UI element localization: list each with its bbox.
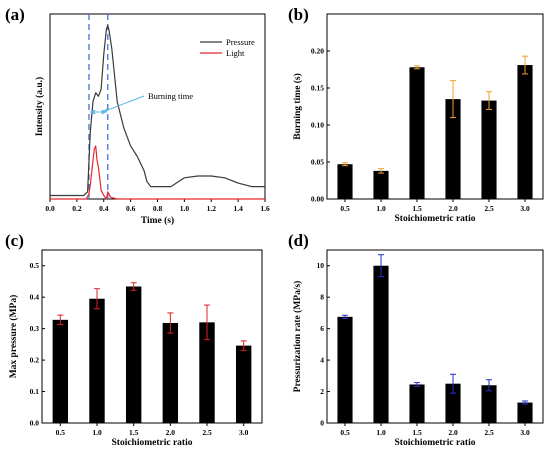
y-tick-label: 4: [320, 356, 324, 365]
bar: [52, 319, 69, 423]
y-tick-label: 8: [320, 293, 324, 302]
y-tick-label: 0.15: [311, 84, 324, 93]
x-axis-label: Time (s): [141, 215, 174, 226]
x-tick-label: 3.0: [239, 428, 249, 437]
x-tick-label: 1.2: [207, 204, 217, 213]
bar: [125, 286, 142, 423]
y-tick-label: 0.00: [311, 195, 324, 204]
bar: [162, 322, 179, 423]
x-tick-label: 0.4: [99, 204, 109, 213]
y-tick-label: 0: [320, 419, 324, 428]
bar: [445, 99, 461, 199]
bar: [481, 100, 497, 199]
x-tick-label: 2.5: [484, 428, 494, 437]
bar: [373, 170, 389, 199]
panel-a-line-chart: 0.0 0.2 0.4 0.6 0.8 1.0 1.2 1.4 1.6 Time (s) Inten…: [34, 13, 270, 226]
bar: [337, 164, 353, 199]
x-tick-label: 1.0: [376, 428, 386, 437]
panel-label-d: (d): [288, 231, 309, 250]
bar: [517, 402, 533, 423]
y-tick-label: 10: [317, 261, 325, 270]
bar: [235, 345, 252, 423]
x-tick-label: 1.5: [412, 204, 422, 213]
x-tick-label: 1.5: [412, 428, 422, 437]
x-tick-label: 0.5: [340, 204, 350, 213]
x-tick-label: 2.0: [166, 428, 176, 437]
panel-b-bar-chart: 0.00 0.05 0.10 0.15 0.20 0.5 1.0 1.5 2.0 2.5 3.0 St…: [292, 13, 544, 224]
x-axis-label: Stoichiometric ratio: [395, 438, 476, 448]
panel-c-bar-chart: 0.0 0.1 0.2 0.3 0.4 0.5 0.5 1.0 1.5 2.0 2.5 3.0 Stoi…: [8, 249, 263, 448]
bar: [409, 384, 425, 423]
x-tick-label: 0.5: [340, 428, 350, 437]
y-tick-label: 0.2: [30, 356, 40, 365]
bar: [373, 265, 389, 423]
x-tick-label: 0.5: [56, 428, 66, 437]
arrow-head-left: [89, 109, 95, 115]
x-tick-label: 0.2: [72, 204, 82, 213]
x-tick-label: 0.0: [45, 204, 55, 213]
x-tick-label: 2.5: [202, 428, 212, 437]
bar: [89, 298, 105, 423]
bar: [481, 385, 497, 423]
plot-frame: [41, 249, 263, 424]
plot-frame: [326, 249, 544, 424]
burning-time-annotation: Burning time: [148, 91, 193, 101]
x-tick-label: 1.6: [260, 204, 270, 213]
x-tick-label: 1.0: [92, 428, 102, 437]
panel-d-bar-chart: 0 2 4 6 8 10 0.5 1.0 1.5 2.0 2.5 3.0 Stoichiometric …: [292, 249, 544, 448]
bar: [517, 65, 533, 199]
bar: [199, 322, 215, 423]
x-tick-label: 1.5: [129, 428, 139, 437]
series-line-light: [50, 145, 265, 200]
y-tick-label: 0.10: [311, 121, 324, 130]
x-tick-label: 1.4: [233, 204, 243, 213]
y-tick-label: 0.4: [30, 293, 40, 302]
y-tick-label: 0.20: [311, 47, 324, 56]
y-tick-label: 2: [320, 387, 324, 396]
y-axis-label: Burning time (s): [292, 73, 303, 140]
bar: [337, 316, 353, 423]
x-tick-label: 2.5: [484, 204, 494, 213]
x-tick-label: 3.0: [520, 204, 530, 213]
x-tick-label: 2.0: [448, 204, 458, 213]
arrow-head-right: [101, 109, 107, 115]
x-tick-label: 1.0: [180, 204, 190, 213]
series-line-pressure: [50, 24, 265, 197]
bar: [409, 67, 425, 199]
plot-frame: [326, 13, 544, 200]
y-tick-label: 0.5: [30, 261, 40, 270]
y-tick-label: 0.1: [30, 387, 40, 396]
annotation-arrow-head: [102, 108, 109, 112]
panel-label-b: (b): [288, 5, 309, 24]
panel-label-c: (c): [5, 231, 24, 250]
x-axis-label: Stoichiometric ratio: [395, 214, 476, 224]
x-tick-label: 0.6: [126, 204, 136, 213]
legend-label-light: Light: [226, 48, 245, 58]
x-axis-label: Stoichiometric ratio: [112, 438, 193, 448]
y-tick-label: 0.0: [30, 419, 40, 428]
bar: [445, 383, 461, 423]
y-tick-label: 0.3: [30, 324, 40, 333]
y-tick-label: 6: [320, 324, 324, 333]
x-tick-label: 0.8: [153, 204, 163, 213]
y-axis-label: Max pressure (MPa): [8, 295, 19, 379]
y-axis-label: Intensity (a.u.): [34, 77, 45, 136]
annotation-leader-line: [102, 95, 145, 113]
x-tick-label: 1.0: [376, 204, 386, 213]
y-tick-label: 0.05: [311, 158, 324, 167]
x-tick-label: 2.0: [448, 428, 458, 437]
panel-label-a: (a): [5, 5, 25, 24]
x-tick-label: 3.0: [520, 428, 530, 437]
legend-label-pressure: Pressure: [226, 37, 255, 47]
y-axis-label: Pressurization rate (MPa/s): [292, 281, 303, 393]
